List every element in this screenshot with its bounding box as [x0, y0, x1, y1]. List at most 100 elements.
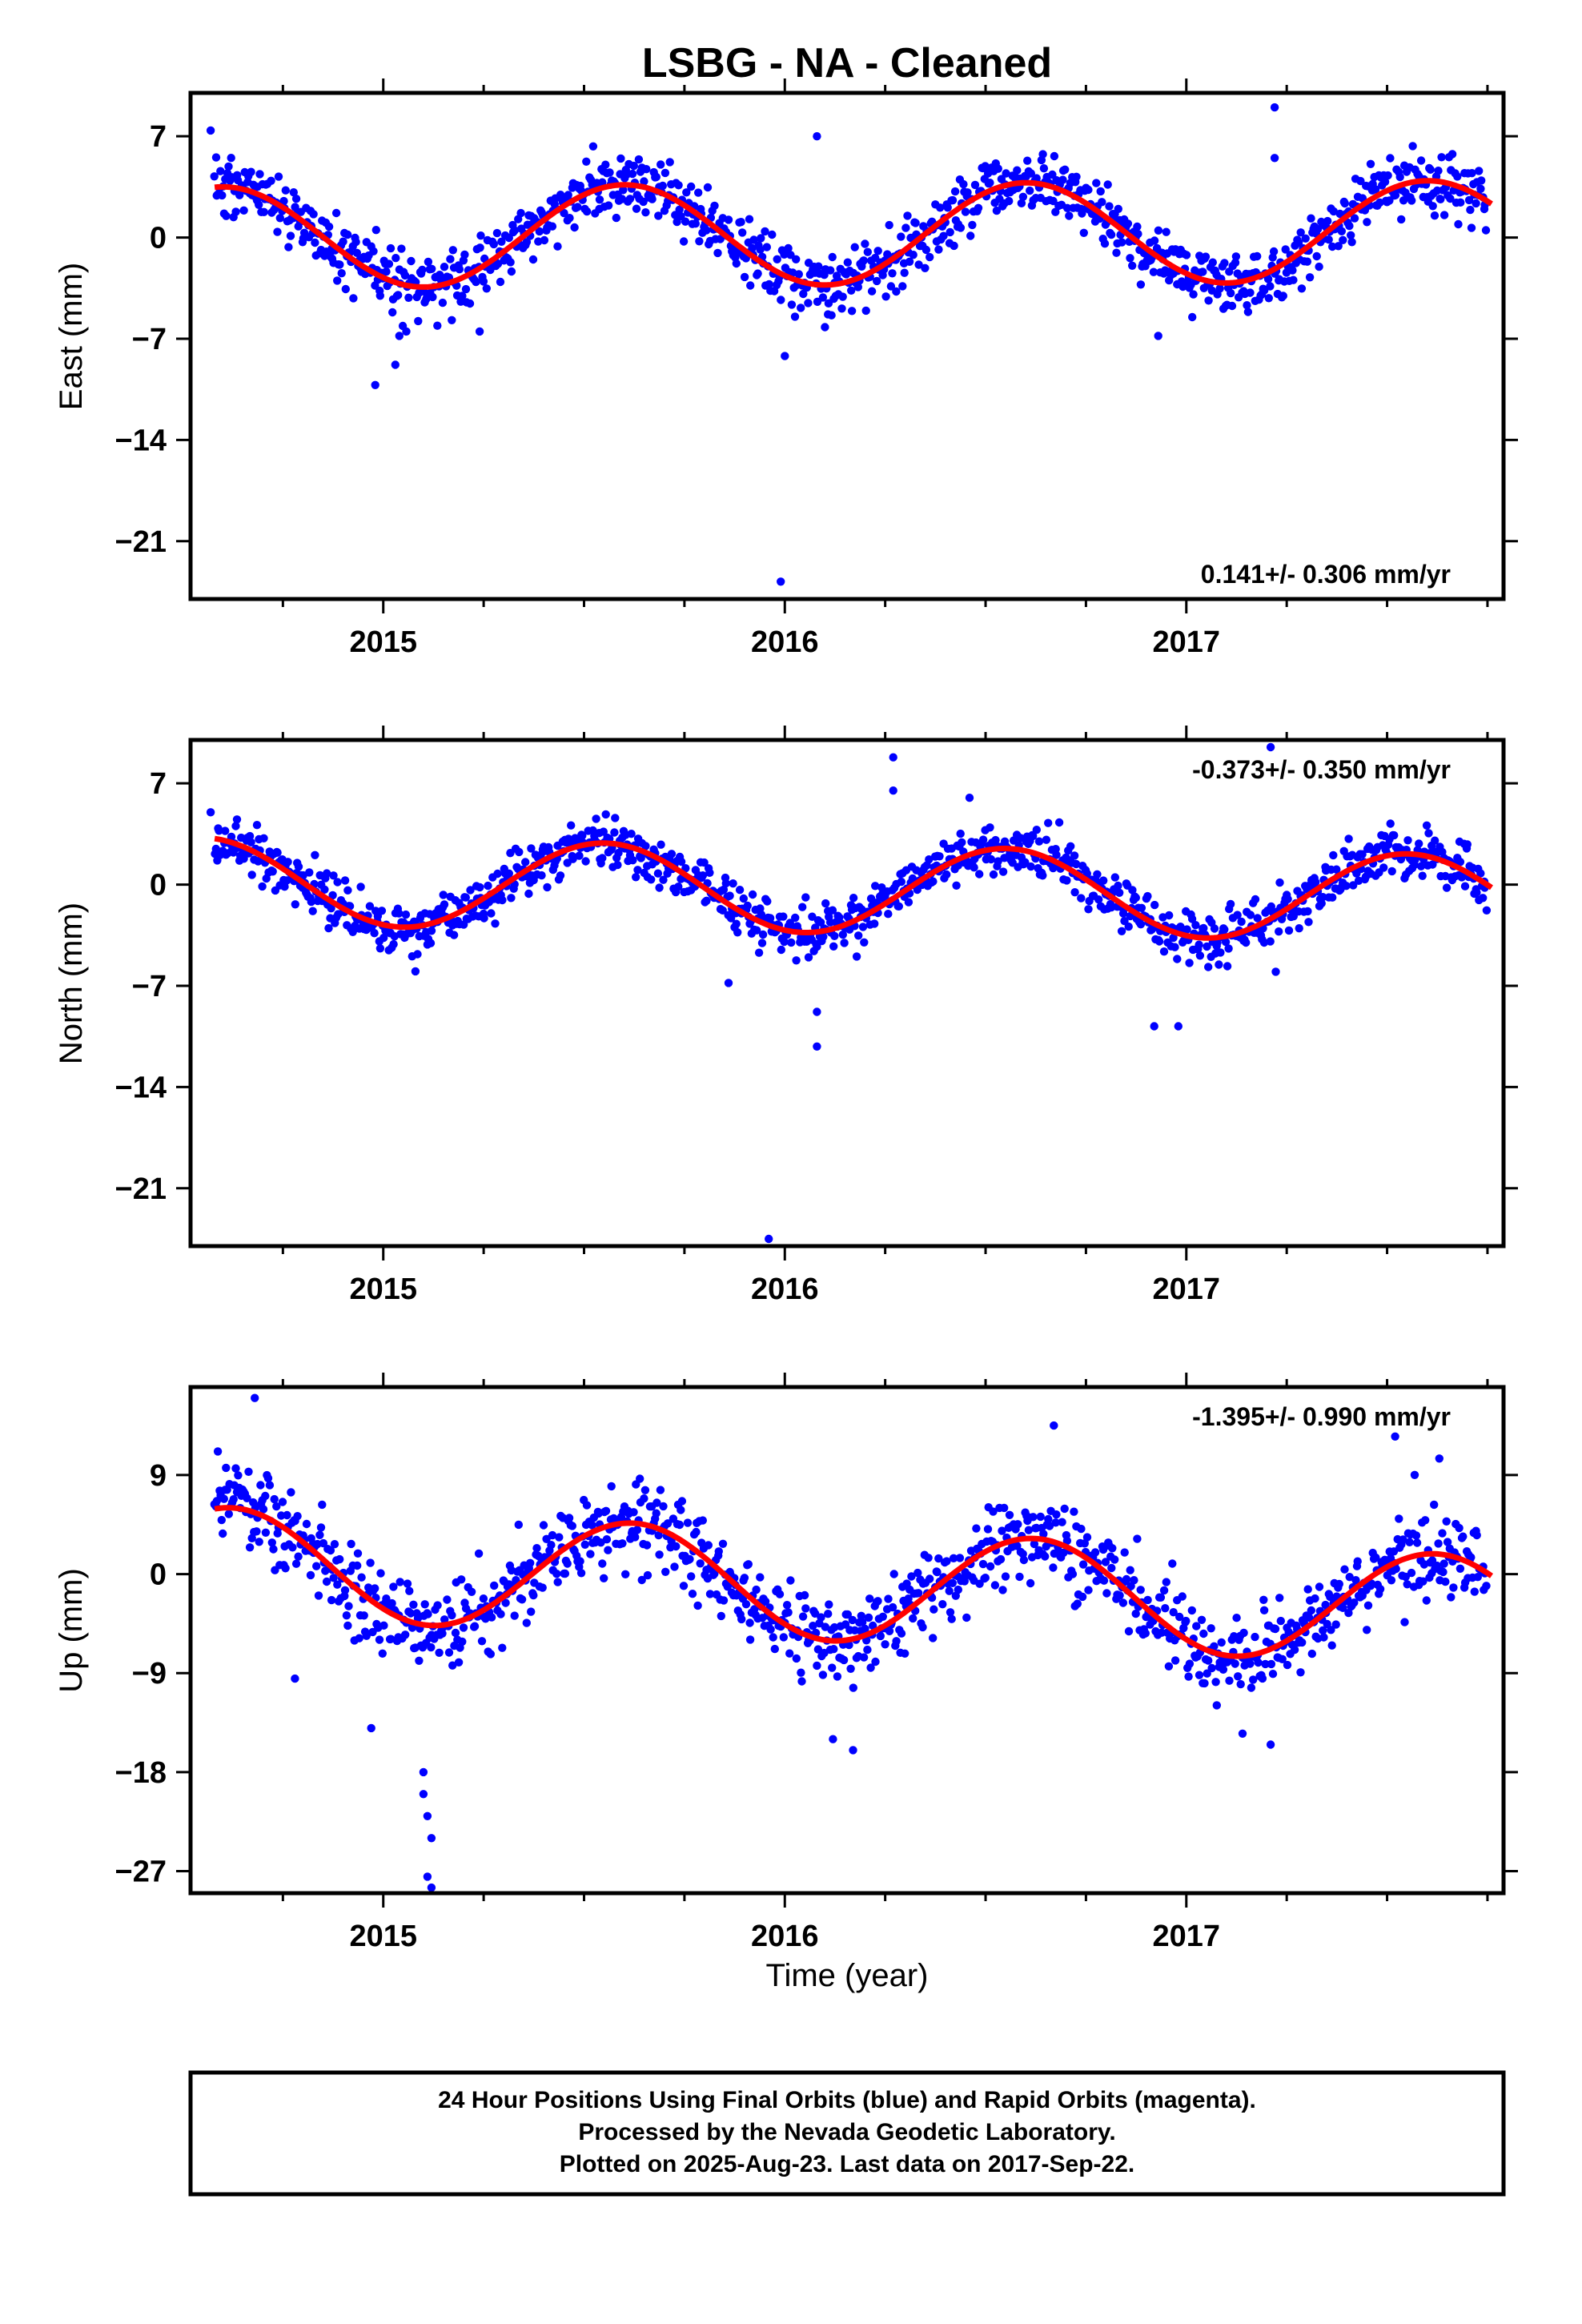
- data-point: [914, 1589, 923, 1598]
- data-point: [1434, 167, 1443, 175]
- data-point: [273, 227, 282, 236]
- data-point: [504, 233, 513, 243]
- data-point: [1271, 1624, 1280, 1634]
- data-point: [560, 208, 568, 218]
- data-point: [245, 831, 255, 841]
- data-point: [810, 1609, 820, 1618]
- data-point: [344, 1602, 353, 1610]
- data-point: [284, 243, 293, 251]
- data-point: [1128, 261, 1137, 270]
- data-point: [588, 1521, 596, 1530]
- data-point: [567, 821, 576, 830]
- data-point: [1460, 882, 1470, 891]
- data-point: [1001, 1572, 1010, 1581]
- data-point: [256, 1481, 265, 1490]
- data-point: [506, 258, 515, 267]
- data-point: [884, 1594, 893, 1603]
- outlier-point: [206, 808, 215, 817]
- data-point: [382, 267, 391, 276]
- data-point: [1099, 876, 1108, 885]
- data-point: [1266, 282, 1275, 291]
- data-point: [647, 875, 656, 884]
- data-point: [334, 910, 343, 919]
- data-point: [556, 871, 565, 880]
- data-point: [278, 1498, 287, 1506]
- data-point: [311, 238, 319, 247]
- data-point: [1418, 871, 1427, 880]
- data-point: [1399, 1535, 1407, 1544]
- data-point: [1070, 888, 1079, 897]
- data-point: [1079, 228, 1089, 237]
- data-point: [448, 246, 457, 255]
- data-point: [227, 832, 236, 842]
- y-tick-label: 0: [150, 869, 167, 903]
- data-point: [1298, 1638, 1307, 1647]
- data-point: [1005, 1510, 1014, 1520]
- data-point: [1468, 169, 1476, 178]
- data-point: [532, 1544, 541, 1553]
- data-point: [378, 1649, 387, 1658]
- data-point: [753, 926, 761, 935]
- data-point: [978, 835, 988, 844]
- data-point: [1454, 219, 1463, 229]
- data-point: [900, 268, 909, 277]
- data-point: [667, 850, 677, 858]
- data-point: [1324, 235, 1333, 244]
- data-point: [930, 1605, 938, 1614]
- data-point: [1356, 176, 1365, 186]
- data-point: [918, 1622, 927, 1632]
- data-point: [732, 919, 741, 928]
- data-point: [1391, 1564, 1400, 1574]
- data-point: [797, 304, 805, 312]
- data-point: [735, 886, 745, 895]
- data-point: [710, 1570, 719, 1578]
- data-point: [1419, 1577, 1427, 1586]
- data-point: [438, 1629, 447, 1638]
- data-point: [829, 1645, 838, 1654]
- data-point: [1415, 839, 1423, 848]
- data-point: [981, 1574, 990, 1582]
- data-point: [884, 910, 893, 919]
- data-point: [1107, 1563, 1116, 1573]
- data-point: [384, 259, 394, 268]
- data-point: [1219, 1665, 1228, 1674]
- y-axis-label: North (mm): [54, 903, 89, 1064]
- data-point: [215, 826, 223, 835]
- data-point: [1098, 198, 1106, 207]
- data-point: [758, 930, 768, 939]
- outlier-point: [1435, 1454, 1444, 1463]
- data-point: [632, 873, 640, 882]
- data-point: [688, 1590, 697, 1598]
- data-point: [921, 263, 930, 272]
- data-point: [454, 1658, 464, 1667]
- data-point: [1164, 1662, 1174, 1671]
- data-point: [1459, 1532, 1468, 1541]
- data-point: [1044, 818, 1053, 827]
- data-point: [1191, 921, 1200, 930]
- data-point: [717, 1611, 725, 1621]
- data-point: [1098, 1545, 1108, 1554]
- data-point: [682, 188, 691, 197]
- data-point: [1092, 179, 1101, 187]
- data-point: [312, 1562, 321, 1570]
- data-point: [486, 1650, 495, 1659]
- data-point: [424, 1610, 432, 1618]
- data-point: [1021, 858, 1030, 866]
- data-point: [801, 1604, 810, 1613]
- data-point: [1173, 955, 1182, 963]
- data-point: [1463, 840, 1472, 849]
- data-point: [809, 1622, 817, 1630]
- data-point: [1390, 830, 1399, 840]
- data-point: [641, 842, 650, 850]
- data-point: [694, 188, 703, 197]
- data-point: [330, 1540, 339, 1549]
- data-point: [843, 258, 853, 267]
- outlier-point: [813, 132, 821, 141]
- data-point: [863, 1645, 872, 1655]
- data-point: [428, 292, 437, 302]
- data-point: [1073, 1599, 1082, 1608]
- data-point: [489, 239, 498, 249]
- data-point: [825, 1600, 833, 1609]
- data-point: [968, 220, 977, 230]
- data-point: [401, 1630, 410, 1639]
